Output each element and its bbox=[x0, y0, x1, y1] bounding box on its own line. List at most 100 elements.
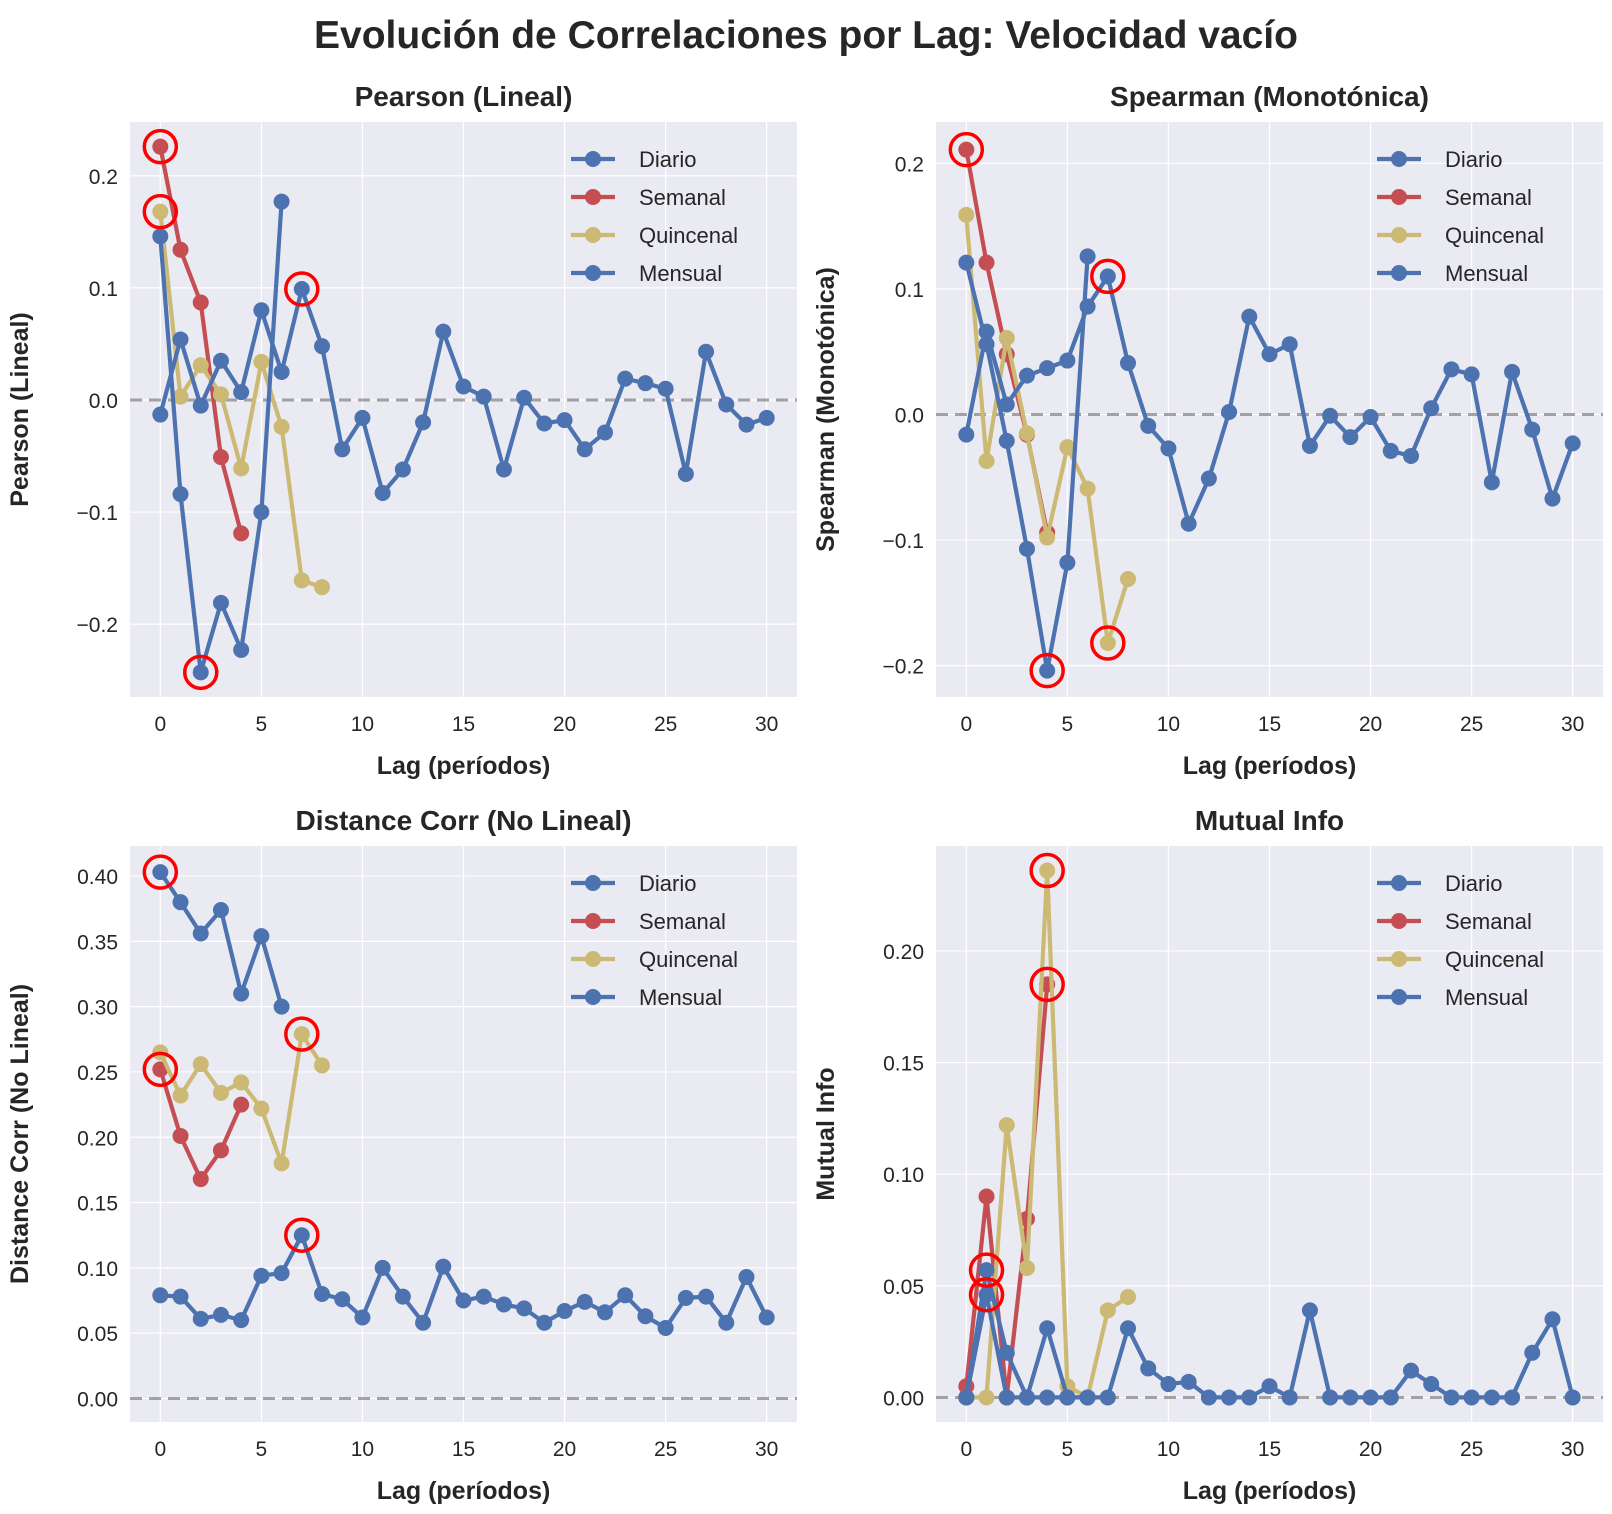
legend-label: Semanal bbox=[1445, 185, 1532, 210]
highlight-ring bbox=[142, 193, 179, 230]
data-point-diario bbox=[334, 1291, 351, 1308]
data-point-semanal bbox=[192, 294, 209, 311]
data-point-diario bbox=[1463, 1389, 1480, 1406]
highlight-ring bbox=[284, 1016, 320, 1052]
data-point-diario bbox=[172, 1288, 189, 1305]
legend-swatch-marker bbox=[585, 151, 601, 167]
data-point-diario bbox=[958, 426, 975, 443]
highlight-ring bbox=[968, 1252, 1005, 1288]
x-tick-label: 30 bbox=[755, 713, 778, 736]
data-point-diario bbox=[374, 1259, 391, 1276]
data-point-quincenal bbox=[293, 572, 310, 589]
data-point-diario bbox=[455, 1292, 472, 1309]
data-point-quincenal bbox=[978, 1389, 995, 1406]
highlight-ring bbox=[142, 1051, 179, 1088]
data-point-diario bbox=[1261, 1378, 1278, 1395]
highlight-ring bbox=[1029, 852, 1065, 889]
x-tick-label: 30 bbox=[1561, 1438, 1584, 1461]
data-point-mensual bbox=[192, 664, 209, 681]
legend-label: Quincenal bbox=[1445, 947, 1544, 972]
data-point-diario bbox=[354, 1309, 371, 1326]
highlight-ring bbox=[948, 131, 985, 168]
data-point-diario bbox=[718, 396, 735, 413]
data-point-semanal bbox=[172, 1127, 189, 1144]
data-point-diario bbox=[435, 323, 452, 340]
x-tick-label: 20 bbox=[1359, 713, 1382, 736]
x-tick-label: 10 bbox=[1157, 1438, 1180, 1461]
x-tick-label: 20 bbox=[553, 1438, 576, 1461]
x-tick-label: 0 bbox=[154, 713, 166, 736]
data-point-semanal bbox=[172, 241, 189, 258]
data-point-diario bbox=[1059, 1389, 1076, 1406]
x-tick-label: 15 bbox=[452, 1438, 475, 1461]
data-point-diario bbox=[293, 281, 310, 298]
data-point-diario bbox=[1160, 440, 1177, 457]
data-point-diario bbox=[516, 389, 533, 406]
data-point-diario bbox=[1402, 447, 1419, 464]
data-point-semanal bbox=[212, 1142, 229, 1159]
data-point-quincenal bbox=[1039, 529, 1056, 546]
highlight-ring bbox=[1029, 966, 1065, 1003]
data-point-semanal bbox=[978, 1188, 995, 1205]
y-tick-label: 0.10 bbox=[883, 1164, 924, 1187]
highlight-ring bbox=[1029, 652, 1065, 689]
data-point-diario bbox=[718, 1314, 735, 1331]
legend-swatch-marker bbox=[1391, 151, 1407, 167]
data-point-diario bbox=[253, 302, 270, 319]
legend-swatch-marker bbox=[1391, 951, 1407, 967]
data-point-diario bbox=[1180, 515, 1197, 532]
data-point-diario bbox=[1160, 1376, 1177, 1393]
data-point-diario bbox=[1483, 474, 1500, 491]
data-point-diario bbox=[152, 406, 169, 423]
data-point-quincenal bbox=[172, 1087, 189, 1104]
legend-label: Mensual bbox=[1445, 985, 1528, 1010]
y-tick-label: 0.2 bbox=[89, 166, 118, 189]
y-tick-label: 0.0 bbox=[89, 390, 118, 413]
data-point-diario bbox=[314, 338, 331, 355]
data-point-mensual bbox=[253, 928, 270, 945]
data-point-quincenal bbox=[273, 1155, 290, 1172]
data-point-diario bbox=[212, 352, 229, 369]
data-point-quincenal bbox=[1018, 425, 1035, 442]
legend-swatch-marker bbox=[585, 913, 601, 929]
legend-label: Quincenal bbox=[639, 223, 738, 248]
data-point-semanal bbox=[958, 141, 975, 158]
data-point-diario bbox=[1443, 361, 1460, 378]
data-point-semanal bbox=[233, 525, 250, 542]
data-point-diario bbox=[1301, 437, 1318, 454]
data-point-diario bbox=[758, 1309, 775, 1326]
data-point-mensual bbox=[212, 594, 229, 611]
highlight-ring bbox=[182, 654, 219, 691]
data-point-diario bbox=[657, 1319, 674, 1336]
data-point-mensual bbox=[172, 486, 189, 503]
data-point-diario bbox=[1382, 442, 1399, 459]
data-point-mensual bbox=[1079, 248, 1096, 265]
data-point-diario bbox=[1200, 1389, 1217, 1406]
data-point-diario bbox=[556, 412, 573, 429]
data-point-diario bbox=[1281, 1389, 1298, 1406]
legend-label: Quincenal bbox=[639, 947, 738, 972]
data-point-diario bbox=[1423, 400, 1440, 417]
y-tick-label: 0.0 bbox=[895, 405, 924, 428]
data-point-diario bbox=[354, 409, 371, 426]
y-axis-label: Pearson (Lineal) bbox=[6, 312, 34, 507]
chart-panel-3: 0 5 10 15 20 25 30 0.00 0.05 0.10 0.15 0.20 0.25 0.30… bbox=[6, 805, 797, 1505]
y-tick-label: 0.1 bbox=[895, 279, 924, 302]
data-point-quincenal bbox=[192, 1056, 209, 1073]
highlight-ring bbox=[142, 128, 179, 165]
data-point-semanal bbox=[212, 449, 229, 466]
data-point-diario bbox=[1382, 1389, 1399, 1406]
data-point-diario bbox=[576, 1293, 593, 1310]
data-point-quincenal bbox=[212, 1084, 229, 1101]
data-point-quincenal bbox=[233, 1074, 250, 1091]
legend-swatch-marker bbox=[1391, 913, 1407, 929]
data-point-diario bbox=[415, 414, 432, 431]
data-point-diario bbox=[1504, 363, 1521, 380]
data-point-diario bbox=[1221, 404, 1238, 421]
data-point-diario bbox=[1180, 1373, 1197, 1390]
data-point-diario bbox=[1241, 1389, 1258, 1406]
data-point-diario bbox=[192, 397, 209, 414]
data-point-diario bbox=[1362, 409, 1379, 426]
y-tick-label: 0.1 bbox=[89, 278, 118, 301]
data-point-mensual bbox=[998, 1389, 1015, 1406]
